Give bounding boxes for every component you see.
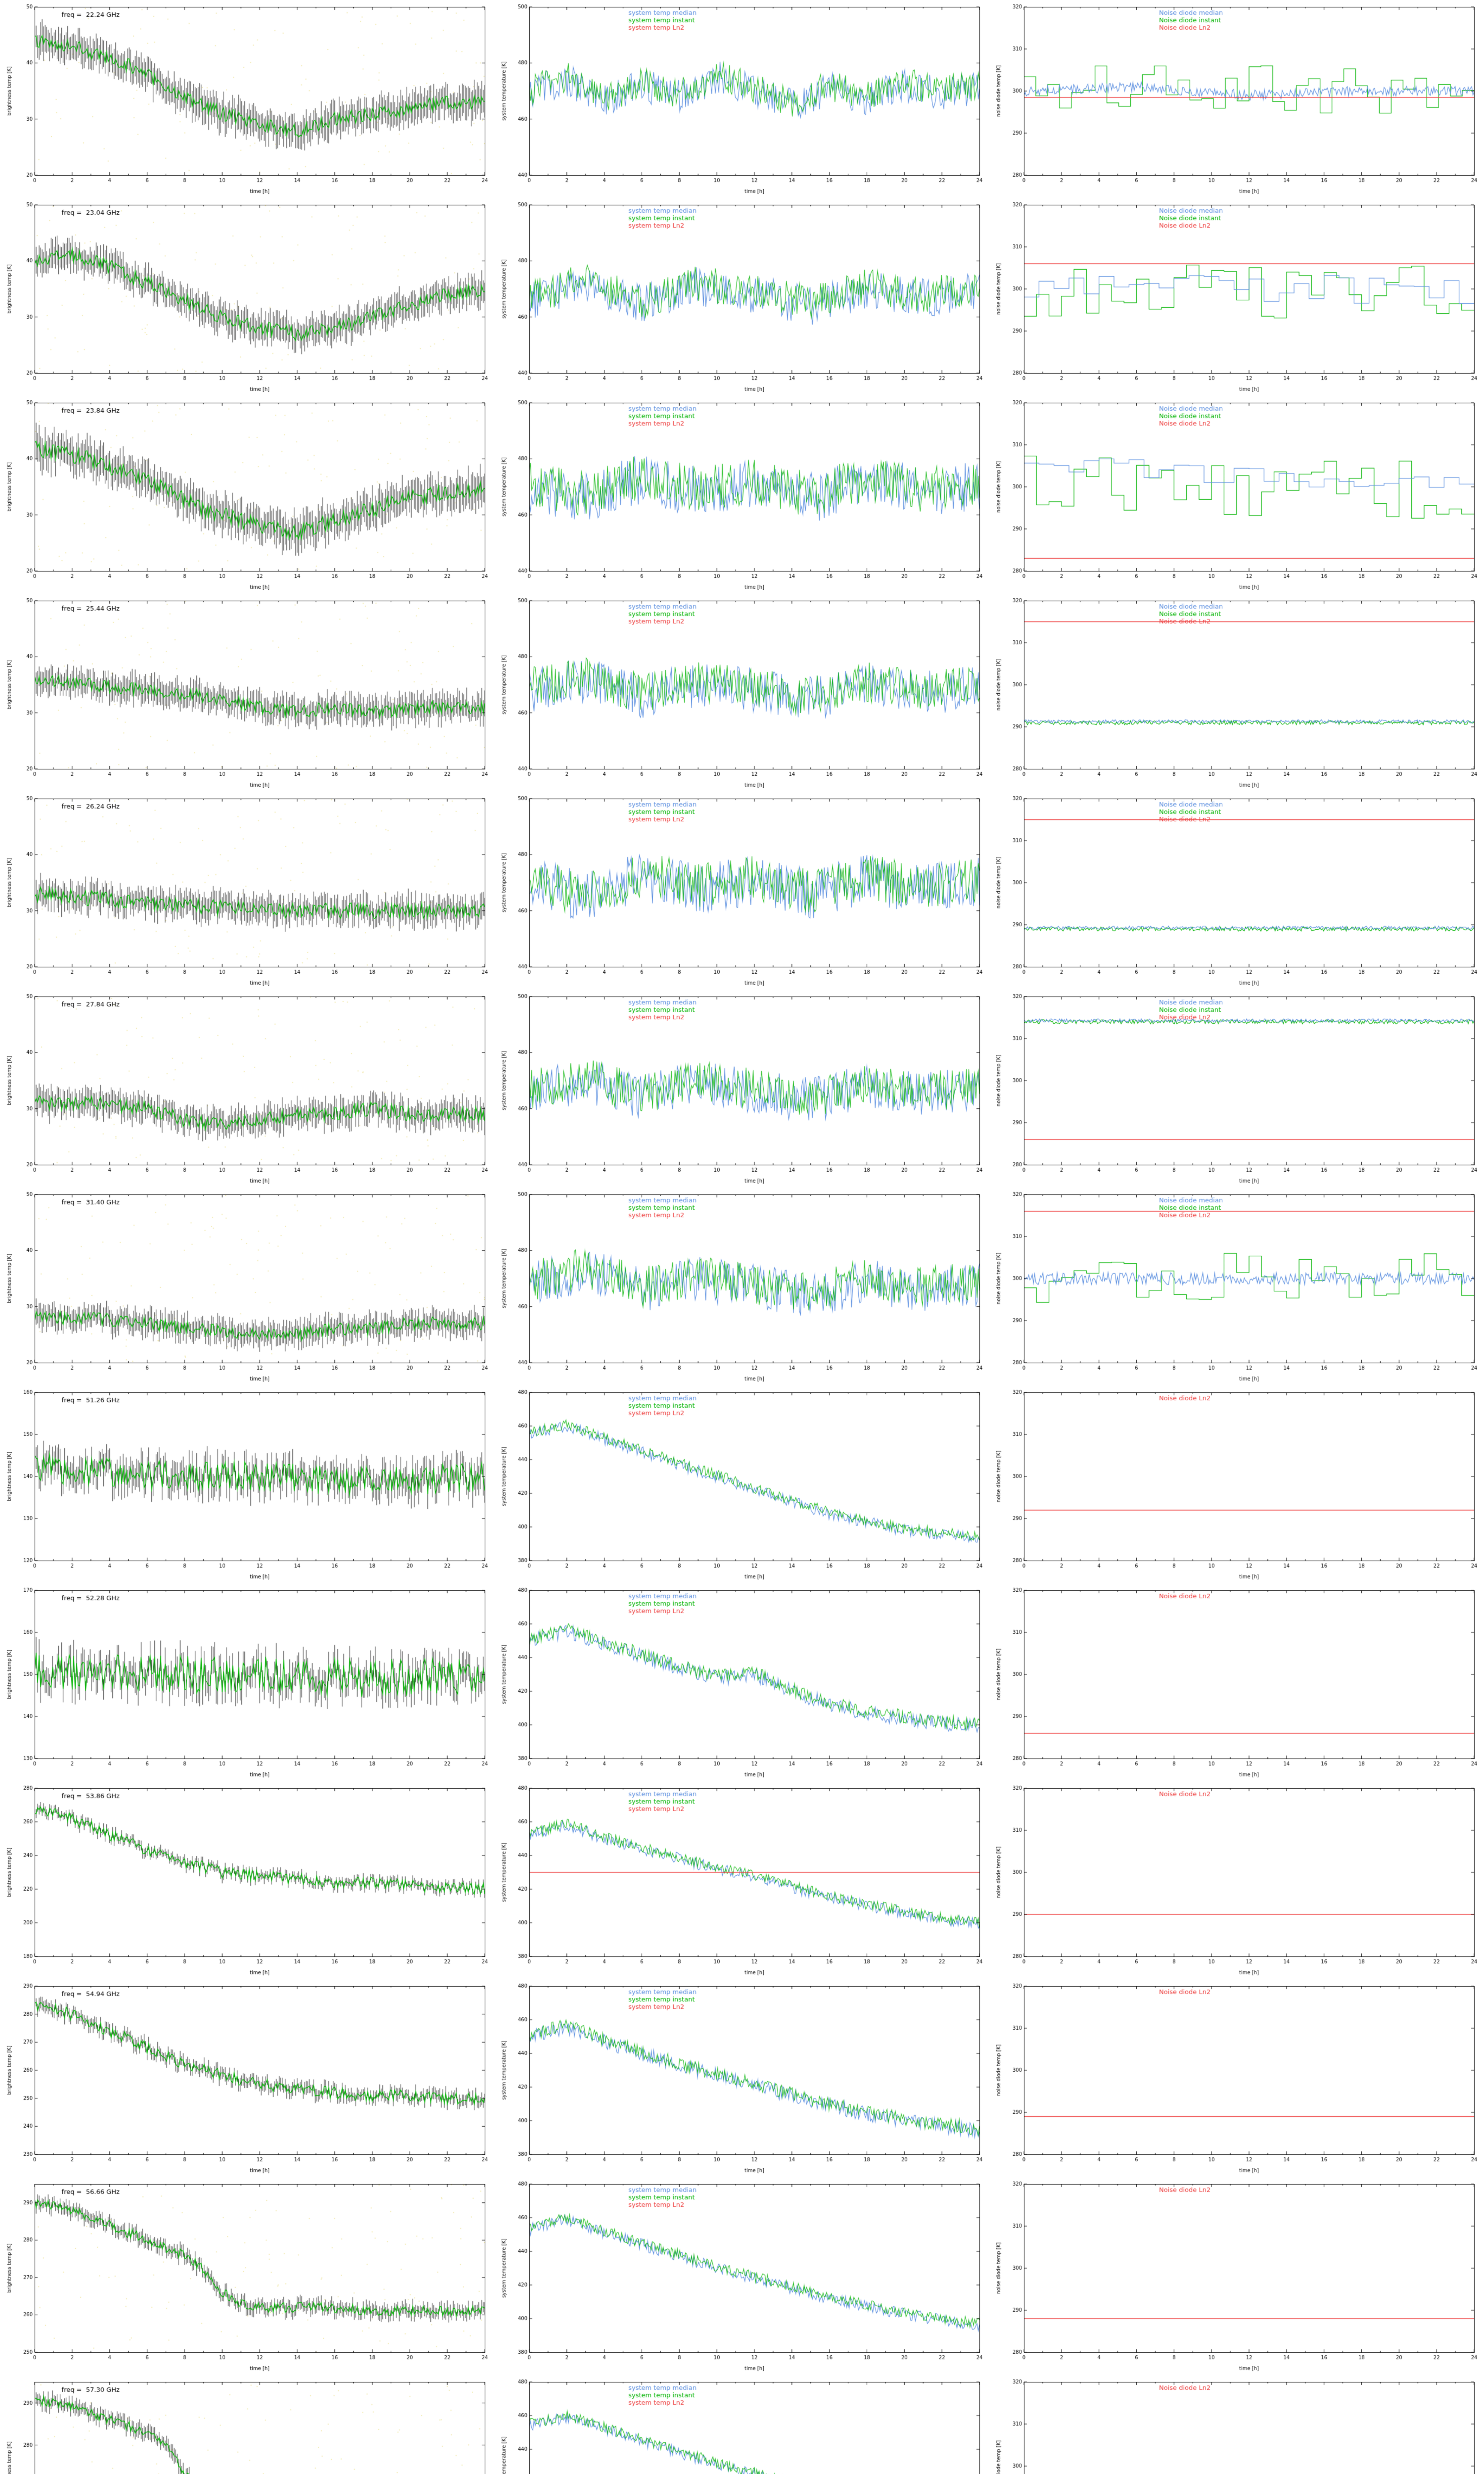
system-temp-chart (499, 2, 985, 196)
system-temp-chart (499, 200, 985, 394)
brightness-temp-chart (4, 2179, 491, 2373)
plot-cell-r12-c1 (0, 2177, 495, 2375)
plot-cell-r4-c3 (989, 594, 1484, 792)
noise-diode-chart (993, 1585, 1480, 1779)
system-temp-chart (499, 794, 985, 988)
plot-cell-r3-c2 (495, 396, 989, 594)
brightness-temp-chart (4, 1783, 491, 1977)
noise-diode-chart (993, 2, 1480, 196)
system-temp-chart (499, 1387, 985, 1581)
plot-cell-r8-c3 (989, 1385, 1484, 1583)
plot-cell-r5-c1 (0, 792, 495, 990)
plot-cell-r5-c3 (989, 792, 1484, 990)
plot-cell-r3-c3 (989, 396, 1484, 594)
noise-diode-chart (993, 992, 1480, 1186)
system-temp-chart (499, 2377, 985, 2474)
plot-cell-r1-c3 (989, 0, 1484, 198)
plot-cell-r12-c2 (495, 2177, 989, 2375)
plot-cell-r13-c2 (495, 2375, 989, 2474)
plot-cell-r9-c1 (0, 1583, 495, 1781)
brightness-temp-chart (4, 596, 491, 790)
noise-diode-chart (993, 2179, 1480, 2373)
noise-diode-chart (993, 200, 1480, 394)
plot-cell-r1-c2 (495, 0, 989, 198)
plot-cell-r9-c3 (989, 1583, 1484, 1781)
plot-cell-r6-c3 (989, 990, 1484, 1188)
plot-cell-r11-c1 (0, 1979, 495, 2177)
system-temp-chart (499, 2179, 985, 2373)
plot-cell-r6-c2 (495, 990, 989, 1188)
brightness-temp-chart (4, 1981, 491, 2175)
plot-cell-r13-c1 (0, 2375, 495, 2474)
system-temp-chart (499, 596, 985, 790)
brightness-temp-chart (4, 2377, 491, 2474)
noise-diode-chart (993, 2377, 1480, 2474)
plot-cell-r5-c2 (495, 792, 989, 990)
noise-diode-chart (993, 1387, 1480, 1581)
system-temp-chart (499, 1783, 985, 1977)
system-temp-chart (499, 1585, 985, 1779)
plot-cell-r8-c2 (495, 1385, 989, 1583)
brightness-temp-chart (4, 398, 491, 592)
plot-cell-r7-c1 (0, 1188, 495, 1385)
noise-diode-chart (993, 398, 1480, 592)
noise-diode-chart (993, 596, 1480, 790)
system-temp-chart (499, 398, 985, 592)
brightness-temp-chart (4, 200, 491, 394)
plot-cell-r4-c2 (495, 594, 989, 792)
plot-cell-r10-c1 (0, 1781, 495, 1979)
plot-cell-r2-c1 (0, 198, 495, 396)
brightness-temp-chart (4, 1387, 491, 1581)
system-temp-chart (499, 1189, 985, 1383)
plot-cell-r3-c1 (0, 396, 495, 594)
noise-diode-chart (993, 1981, 1480, 2175)
noise-diode-chart (993, 1189, 1480, 1383)
noise-diode-chart (993, 1783, 1480, 1977)
brightness-temp-chart (4, 2, 491, 196)
plot-cell-r11-c2 (495, 1979, 989, 2177)
plot-cell-r6-c1 (0, 990, 495, 1188)
plot-cell-r8-c1 (0, 1385, 495, 1583)
plot-cell-r9-c2 (495, 1583, 989, 1781)
plot-cell-r13-c3 (989, 2375, 1484, 2474)
plot-cell-r11-c3 (989, 1979, 1484, 2177)
brightness-temp-chart (4, 992, 491, 1186)
plot-cell-r10-c3 (989, 1781, 1484, 1979)
brightness-temp-chart (4, 794, 491, 988)
noise-diode-chart (993, 794, 1480, 988)
brightness-temp-chart (4, 1189, 491, 1383)
plot-cell-r4-c1 (0, 594, 495, 792)
brightness-temp-chart (4, 1585, 491, 1779)
plot-cell-r12-c3 (989, 2177, 1484, 2375)
system-temp-chart (499, 1981, 985, 2175)
plot-cell-r7-c2 (495, 1188, 989, 1385)
plot-cell-r2-c3 (989, 198, 1484, 396)
plot-cell-r2-c2 (495, 198, 989, 396)
plot-cell-r10-c2 (495, 1781, 989, 1979)
plot-cell-r7-c3 (989, 1188, 1484, 1385)
system-temp-chart (499, 992, 985, 1186)
plot-cell-r1-c1 (0, 0, 495, 198)
